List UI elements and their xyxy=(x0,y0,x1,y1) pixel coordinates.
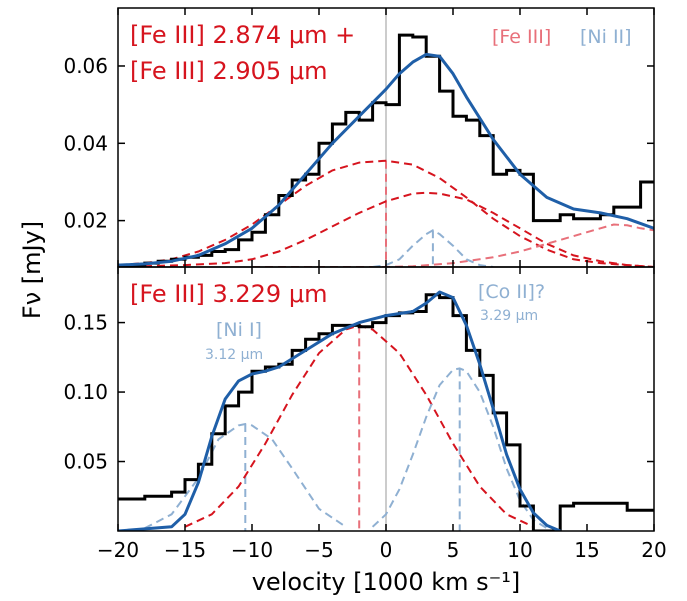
legend-entry-ni-ii: [Ni II] xyxy=(580,26,632,48)
line-label-ni-i: [Ni I] xyxy=(216,319,262,341)
top-component-5 xyxy=(372,229,494,267)
xtick-label-5: 5 xyxy=(447,538,460,562)
xtick-label-3: −5 xyxy=(304,538,333,562)
bottom-ytick-label-0: 0.05 xyxy=(63,450,108,474)
xtick-label-7: 15 xyxy=(574,538,599,562)
top-data-spectrum xyxy=(118,33,654,267)
xtick-label-6: 10 xyxy=(507,538,532,562)
bottom-component-3 xyxy=(144,422,347,530)
xtick-label-4: 0 xyxy=(380,538,393,562)
top-component-4 xyxy=(252,223,654,267)
top-ytick-label-0: 0.02 xyxy=(63,209,108,233)
top-model-fit xyxy=(118,52,654,267)
x-axis-label: velocity [1000 km s⁻¹] xyxy=(252,568,521,596)
legend-entry-fe-iii: [Fe III] xyxy=(492,26,551,48)
xtick-label-2: −10 xyxy=(231,538,273,562)
line-label-co-ii-wavelength: 3.29 μm xyxy=(480,308,538,324)
bottom-ytick-label-2: 0.15 xyxy=(63,311,108,335)
xtick-label-0: −20 xyxy=(97,538,139,562)
line-label-co-ii: [Co II]? xyxy=(478,281,545,303)
top-component-3 xyxy=(118,191,654,267)
bottom-model-fit xyxy=(118,290,561,531)
top-panel: 0.02 0.04 0.06 [Fe III] 2.874 μm + [Fe III… xyxy=(63,7,655,268)
y-axis-label: Fν [mJy] xyxy=(18,221,46,319)
bottom-ytick-label-1: 0.10 xyxy=(63,380,108,404)
top-component-2 xyxy=(118,159,654,267)
xtick-label-1: −15 xyxy=(164,538,206,562)
top-annotation-line2: [Fe III] 2.905 μm xyxy=(130,57,327,85)
top-annotation-line1: [Fe III] 2.874 μm + xyxy=(130,21,355,49)
bottom-component-4 xyxy=(371,367,548,530)
line-label-ni-i-wavelength: 3.12 μm xyxy=(205,347,263,363)
bottom-panel: 0.05 0.10 0.15 −20 −15 −10 −5 0 5 10 15 20 [Fe III… xyxy=(63,266,667,562)
top-ytick-label-1: 0.04 xyxy=(63,131,108,155)
xtick-label-8: 20 xyxy=(641,538,666,562)
bottom-annotation: [Fe III] 3.229 μm xyxy=(130,280,327,308)
top-ytick-label-2: 0.06 xyxy=(63,54,108,78)
